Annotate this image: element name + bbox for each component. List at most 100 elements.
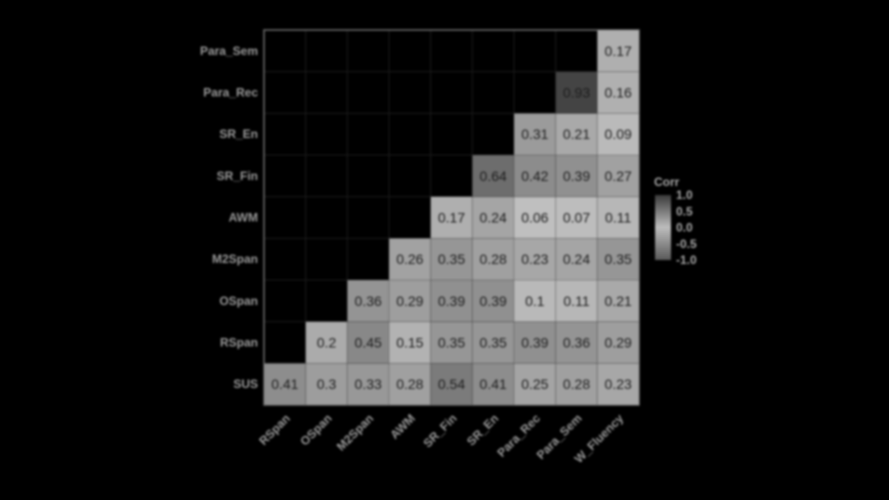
cell-value-label: 0.29 — [605, 335, 632, 351]
cell-value-label: 0.31 — [521, 126, 548, 142]
y-tick-label: AWM — [229, 211, 258, 225]
heatmap-cell — [471, 362, 515, 406]
legend-tick-label: -1.0 — [676, 253, 697, 267]
heatmap-cell — [513, 196, 557, 239]
x-tick-label: AWM — [387, 411, 418, 442]
y-tick-label: Para_Sem — [200, 44, 258, 58]
color-legend: Corr 1.0 0.5 0.0 -0.5 -1.0 — [654, 175, 697, 267]
heatmap-cell — [555, 362, 598, 406]
cell-value-label: 0.42 — [521, 168, 548, 184]
heatmap-cell — [555, 196, 598, 239]
heatmap-cell — [596, 237, 640, 281]
cell-value-label: 0.27 — [605, 168, 632, 184]
cell-value-label: 0.33 — [355, 376, 382, 392]
cell-value-label: 0.21 — [605, 293, 632, 309]
heatmap-cell — [596, 362, 640, 406]
heatmap-cell — [596, 112, 640, 156]
cell-value-label: 0.17 — [438, 210, 465, 226]
heatmap-cell — [596, 321, 640, 364]
heatmap-cell — [555, 154, 598, 198]
cell-value-label: 0.1 — [525, 293, 545, 309]
heatmap-cell — [430, 279, 473, 323]
legend-colorbar — [655, 195, 671, 260]
heatmap-cell — [513, 362, 557, 406]
x-tick-label: OSpan — [297, 411, 334, 448]
cell-value-label: 0.24 — [480, 210, 507, 226]
heatmap-cell — [513, 279, 557, 323]
heatmap-cell — [555, 279, 598, 323]
cell-value-label: 0.39 — [521, 335, 548, 351]
heatmap-cell — [388, 237, 432, 281]
legend-tick-label: 0.0 — [676, 221, 693, 235]
x-tick-label: SR_En — [464, 411, 501, 448]
cell-value-label: 0.23 — [605, 376, 632, 392]
cell-value-label: 0.26 — [396, 251, 423, 267]
heatmap-cell — [513, 154, 557, 198]
cell-value-label: 0.45 — [355, 335, 382, 351]
cell-value-label: 0.29 — [396, 293, 423, 309]
heatmap-cell — [596, 279, 640, 323]
cell-value-label: 0.3 — [317, 376, 337, 392]
heatmap-cell — [346, 279, 390, 323]
cell-value-label: 0.15 — [396, 335, 423, 351]
heatmap-cell — [555, 112, 598, 156]
cell-value-label: 0.35 — [438, 251, 465, 267]
cell-value-label: 0.06 — [521, 210, 548, 226]
cell-value-label: 0.35 — [605, 251, 632, 267]
y-tick-label: SUS — [233, 377, 258, 391]
heatmap-cells: 0.41 0.3 0.33 0.28 0.54 0.41 0.25 0.28 0.23 0.2 0.… — [263, 29, 640, 406]
legend-tick-label: 1.0 — [676, 188, 693, 202]
heatmap-cell — [430, 321, 473, 364]
heatmap-cell — [513, 321, 557, 364]
cell-value-label: 0.2 — [317, 335, 337, 351]
cell-value-label: 0.39 — [438, 293, 465, 309]
cell-value-label: 0.36 — [355, 293, 382, 309]
cell-value-label: 0.17 — [605, 43, 632, 59]
heatmap-cell — [430, 237, 473, 281]
cell-value-label: 0.39 — [480, 293, 507, 309]
cell-value-label: 0.09 — [605, 126, 632, 142]
cell-value-label: 0.39 — [563, 168, 590, 184]
y-tick-label: Para_Rec — [203, 86, 258, 100]
y-axis-labels: SUS RSpan OSpan M2Span AWM SR_Fin SR_En Para_Re… — [200, 44, 258, 391]
heatmap-cell — [596, 29, 640, 73]
cell-value-label: 0.28 — [480, 251, 507, 267]
heatmap-cell — [430, 362, 473, 406]
cell-value-label: 0.16 — [605, 85, 632, 101]
heatmap-cell — [555, 321, 598, 364]
heatmap-cell — [430, 196, 473, 239]
cell-value-label: 0.23 — [521, 251, 548, 267]
heatmap-cell — [596, 196, 640, 239]
y-tick-label: OSpan — [219, 294, 258, 308]
heatmap-cell — [305, 362, 348, 406]
cell-value-label: 0.54 — [438, 376, 465, 392]
cell-value-label: 0.21 — [563, 126, 590, 142]
cell-value-label: 0.07 — [563, 210, 590, 226]
cell-value-label: 0.64 — [480, 168, 507, 184]
cell-value-label: 0.41 — [271, 376, 298, 392]
y-tick-label: SR_Fin — [217, 169, 258, 183]
legend-tick-label: 0.5 — [676, 204, 693, 218]
heatmap-cell — [471, 154, 515, 198]
cell-value-label: 0.36 — [563, 335, 590, 351]
cell-value-label: 0.11 — [563, 293, 589, 309]
cell-value-label: 0.35 — [438, 335, 465, 351]
x-tick-label: RSpan — [256, 411, 293, 448]
y-tick-label: M2Span — [212, 252, 258, 266]
heatmap-cell — [305, 321, 348, 364]
cell-value-label: 0.25 — [521, 376, 548, 392]
cell-value-label: 0.41 — [480, 376, 507, 392]
cell-value-label: 0.28 — [396, 376, 423, 392]
y-tick-label: RSpan — [220, 336, 258, 350]
x-tick-label: M2Span — [334, 411, 376, 453]
legend-title: Corr — [654, 175, 680, 189]
legend-tick-label: -0.5 — [676, 237, 697, 251]
x-tick-label: SR_Fin — [420, 411, 459, 450]
y-tick-label: SR_En — [219, 127, 258, 141]
cell-value-label: 0.24 — [563, 251, 590, 267]
heatmap-cell — [555, 71, 598, 114]
cell-value-label: 0.93 — [563, 85, 590, 101]
cell-value-label: 0.28 — [563, 376, 590, 392]
heatmap-cell — [471, 321, 515, 364]
heatmap-cell — [471, 196, 515, 239]
